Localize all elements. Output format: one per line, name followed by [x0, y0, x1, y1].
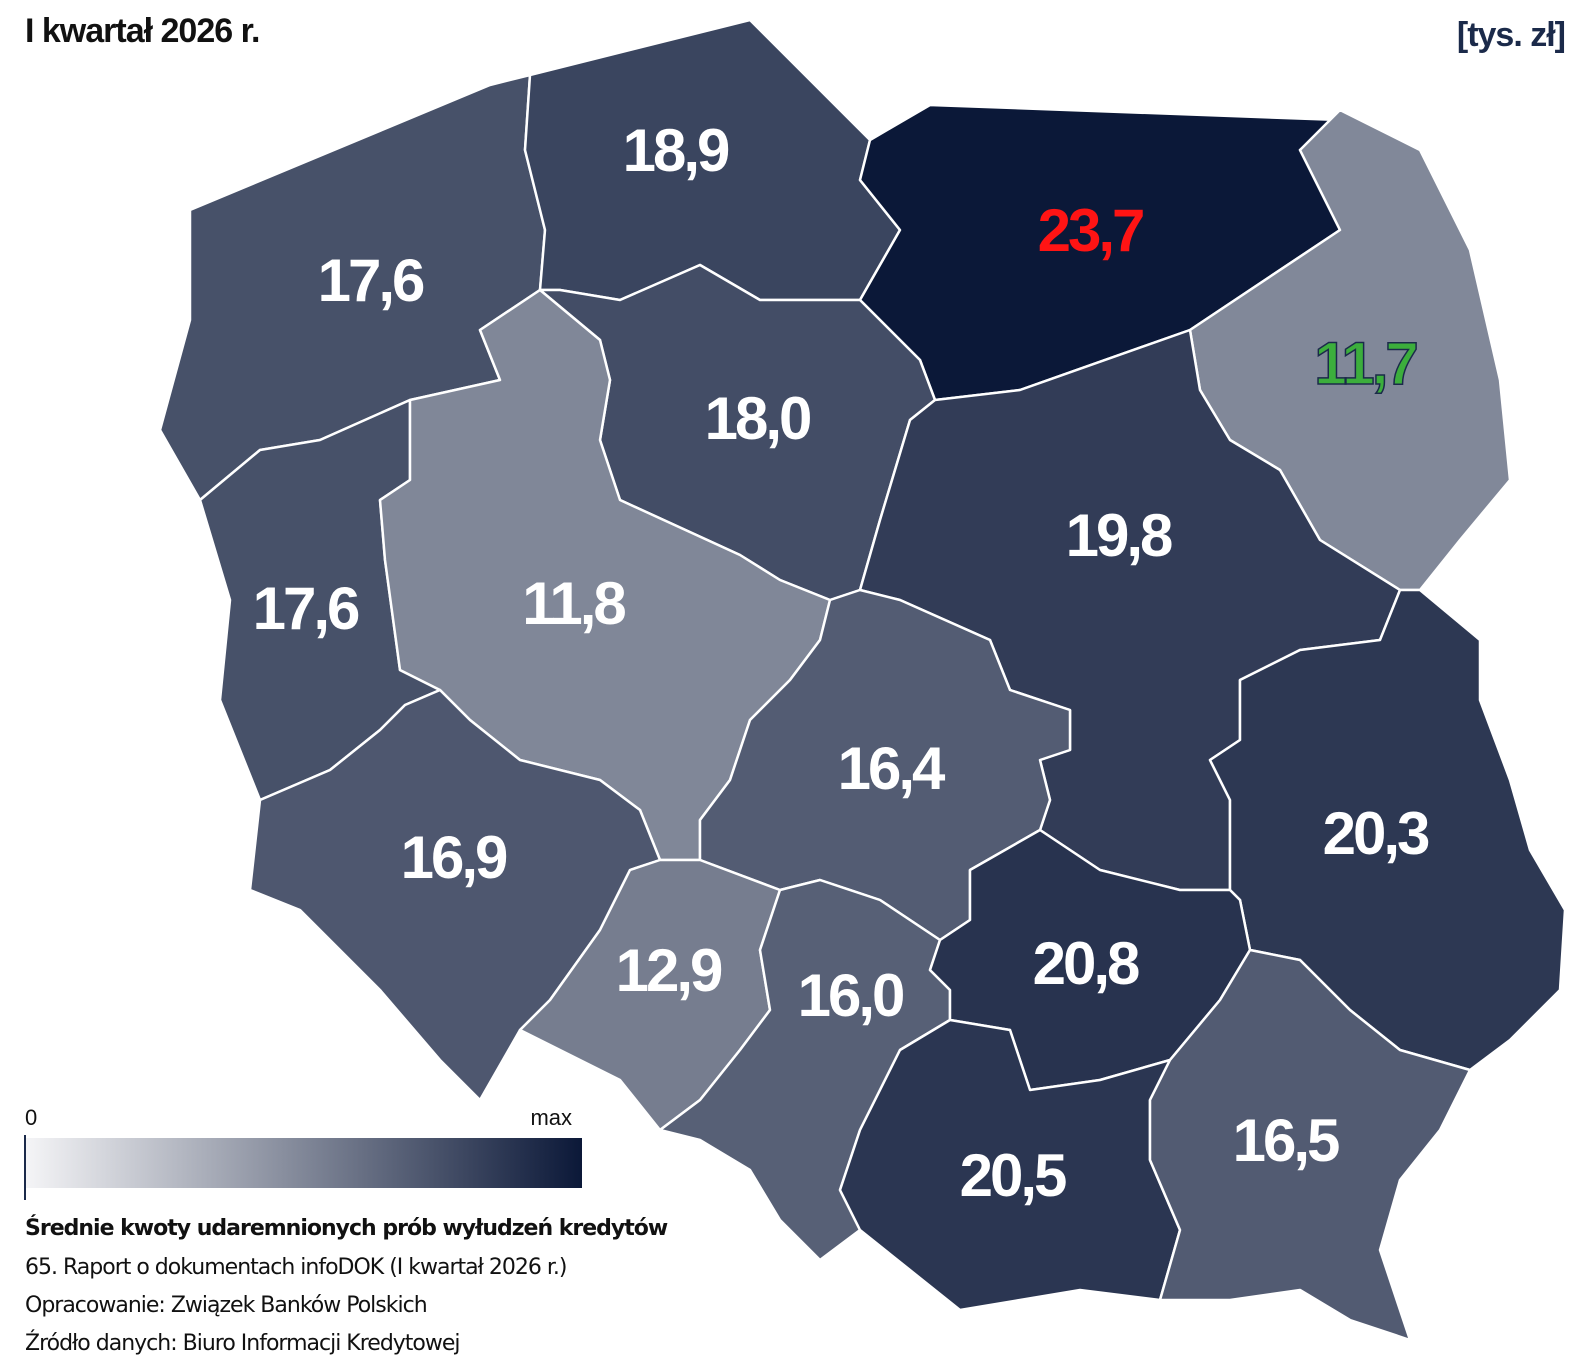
footer-line: 65. Raport o dokumentach infoDOK (I kwar…: [25, 1255, 566, 1280]
value-label: 18,0: [705, 385, 810, 452]
value-label: 16,4: [838, 735, 946, 802]
value-label: 12,9: [616, 937, 722, 1004]
value-label: 17,6: [318, 247, 424, 314]
regions: [158, 18, 1567, 1342]
value-label: 16,0: [798, 962, 903, 1029]
footer-line: Opracowanie: Związek Banków Polskich: [25, 1293, 427, 1318]
region: [838, 1018, 1182, 1312]
value-label: 16,9: [401, 824, 507, 891]
value-label: 23,7: [1038, 197, 1143, 264]
legend-min-label: 0: [25, 1105, 37, 1130]
value-label: 11,7: [1314, 330, 1416, 397]
footer-line: Źródło danych: Biuro Informacji Kredytow…: [25, 1330, 460, 1356]
footer-heading: Średnie kwoty udaremnionych prób wyłudze…: [25, 1215, 668, 1241]
unit: [tys. zł]: [1457, 16, 1565, 54]
value-label: 20,8: [1033, 930, 1139, 997]
value-label: 20,5: [960, 1142, 1066, 1209]
value-label: 20,3: [1323, 800, 1429, 867]
value-label: 17,6: [253, 575, 359, 642]
legend-gradient: [25, 1138, 582, 1188]
value-label: 19,8: [1066, 502, 1172, 569]
value-label: 11,8: [522, 570, 625, 637]
value-label: 18,9: [623, 117, 729, 184]
value-label: 16,5: [1233, 1107, 1339, 1174]
labels: 17,6 18,9 23,7 11,7 18,0 19,8 17,6 11,8 16,4 20,3…: [253, 117, 1432, 1209]
legend-max-label: max: [530, 1105, 572, 1130]
region: [1148, 948, 1472, 1342]
title: I kwartał 2026 r.: [25, 12, 259, 50]
